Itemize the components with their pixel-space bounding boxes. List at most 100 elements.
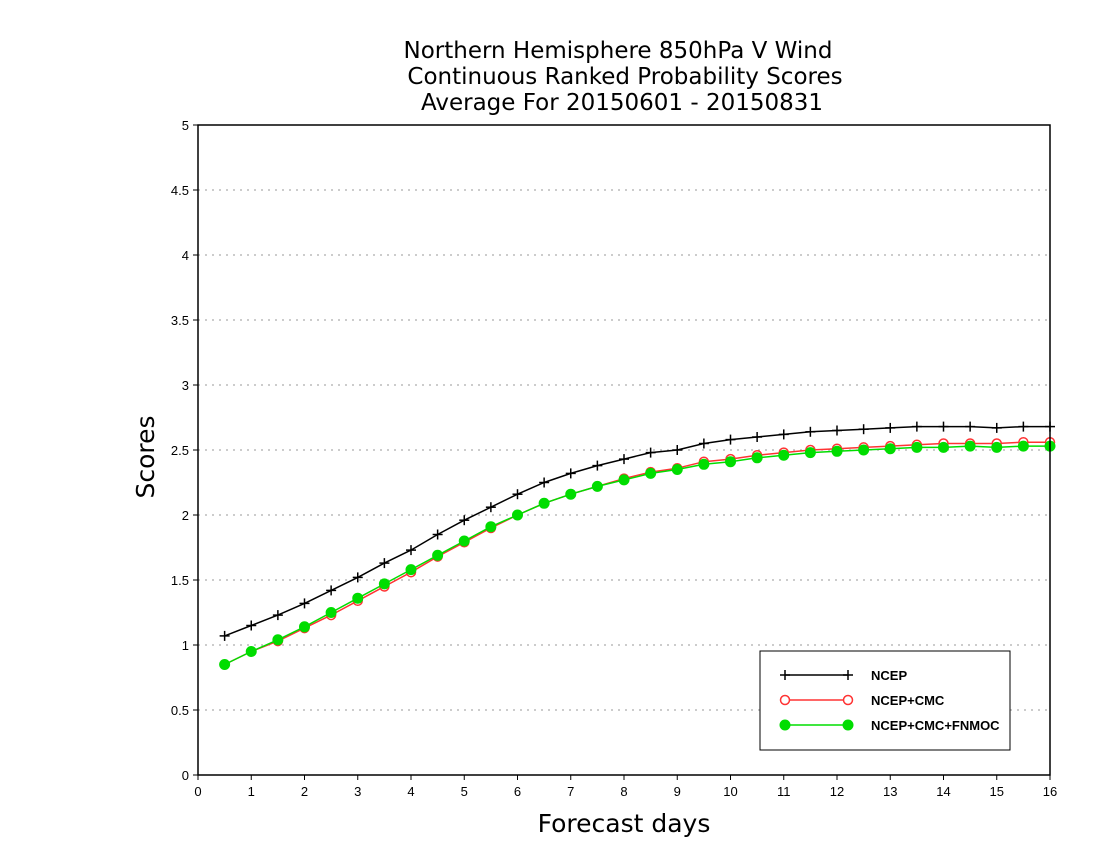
data-point: [219, 659, 231, 670]
x-tick-label: 5: [461, 784, 468, 799]
grid: [198, 189, 1050, 711]
data-point: [858, 424, 869, 435]
data-point: [352, 592, 364, 604]
data-point: [698, 438, 709, 449]
x-tick-label: 0: [194, 784, 201, 799]
data-point: [751, 452, 763, 464]
legend-label: NCEP+CMC: [871, 693, 945, 708]
legend-entry: NCEP+CMC: [779, 693, 945, 708]
data-point: [406, 545, 416, 556]
data-point: [1017, 440, 1029, 452]
x-tick-label: 10: [723, 784, 737, 799]
data-point: [805, 426, 816, 437]
series-line: [224, 425, 1050, 637]
data-point: [831, 445, 843, 457]
x-tick-label: 12: [830, 784, 844, 799]
chart-title-line-3: Average For 20150601 - 20150831: [421, 90, 823, 116]
data-point: [272, 610, 283, 621]
x-tick-label: 14: [936, 784, 950, 799]
x-tick-label: 2: [301, 784, 308, 799]
y-tick-label: 2: [182, 508, 189, 523]
data-point: [778, 449, 790, 461]
x-tick-label: 13: [883, 784, 897, 799]
y-tick-label: 1.5: [171, 573, 189, 588]
data-point: [565, 468, 576, 479]
y-tick-label: 3.5: [171, 313, 189, 328]
series-ncep-cmc: [219, 436, 1056, 670]
data-point: [938, 421, 949, 432]
x-tick-label: 7: [567, 784, 574, 799]
y-tick-label: 0: [182, 768, 189, 783]
y-tick-label: 3: [182, 378, 189, 393]
data-point: [299, 621, 310, 633]
data-point: [991, 422, 1002, 433]
x-tick-label: 11: [777, 784, 791, 799]
data-point: [911, 421, 922, 432]
data-point: [379, 558, 390, 569]
data-point: [325, 607, 337, 618]
data-point: [378, 578, 390, 590]
series-line: [224, 445, 1050, 666]
x-tick-label: 15: [990, 784, 1004, 799]
data-point: [432, 529, 443, 540]
legend-entry: NCEP+CMC+FNMOC: [779, 718, 1000, 733]
data-point: [512, 509, 523, 521]
data-point: [539, 477, 550, 488]
data-point: [964, 440, 976, 452]
x-tick-label: 8: [620, 784, 627, 799]
data-point: [885, 422, 896, 433]
data-point: [618, 474, 630, 486]
x-tick-label: 3: [354, 784, 361, 799]
data-point: [780, 670, 790, 680]
axis-ticks: 0 1 2 3 4 5 6 7 8 9 10 11 12 13 14 15 1600.511.522.533.5…: [171, 118, 1057, 799]
y-tick-label: 2.5: [171, 443, 189, 458]
data-point: [843, 670, 853, 680]
data-point: [246, 620, 257, 631]
data-point: [858, 444, 870, 456]
legend-entry: NCEP: [780, 668, 907, 683]
data-point: [804, 447, 816, 459]
data-point: [698, 458, 710, 470]
data-point: [619, 454, 629, 465]
x-tick-label: 1: [248, 784, 255, 799]
y-tick-label: 0.5: [171, 703, 189, 718]
data-point: [725, 434, 736, 445]
data-point: [965, 421, 976, 432]
data-point: [645, 447, 656, 458]
x-tick-label: 9: [674, 784, 681, 799]
data-point: [752, 432, 763, 442]
data-point: [842, 694, 854, 706]
legend: NCEP NCEP+CMC NCEP+CMC+FNMOC: [759, 650, 1011, 751]
legend-label: NCEP: [871, 668, 907, 683]
data-point: [591, 480, 603, 492]
data-point: [459, 515, 470, 526]
data-point: [219, 630, 230, 641]
data-point: [432, 549, 444, 561]
data-point: [485, 521, 497, 533]
legend-label: NCEP+CMC+FNMOC: [871, 718, 1000, 733]
data-point: [326, 585, 337, 596]
data-point: [779, 694, 791, 706]
data-point: [832, 425, 842, 436]
data-point: [778, 429, 789, 440]
data-point: [485, 502, 496, 513]
data-point: [938, 441, 949, 453]
series-ncep: [219, 421, 1055, 641]
chart-title-line-2: Continuous Ranked Probability Scores: [407, 64, 842, 90]
data-point: [352, 572, 363, 583]
data-point: [884, 443, 896, 455]
data-point: [779, 719, 791, 731]
data-point: [512, 489, 523, 500]
data-point: [645, 467, 657, 479]
data-point: [672, 445, 683, 455]
data-point: [245, 646, 257, 657]
data-point: [911, 441, 923, 453]
x-tick-label: 6: [514, 784, 521, 799]
data-point: [272, 634, 284, 646]
data-point: [1018, 421, 1029, 432]
y-tick-label: 5: [182, 118, 189, 133]
series-line: [224, 441, 1050, 666]
data-point: [671, 464, 683, 475]
data-point: [538, 497, 550, 509]
